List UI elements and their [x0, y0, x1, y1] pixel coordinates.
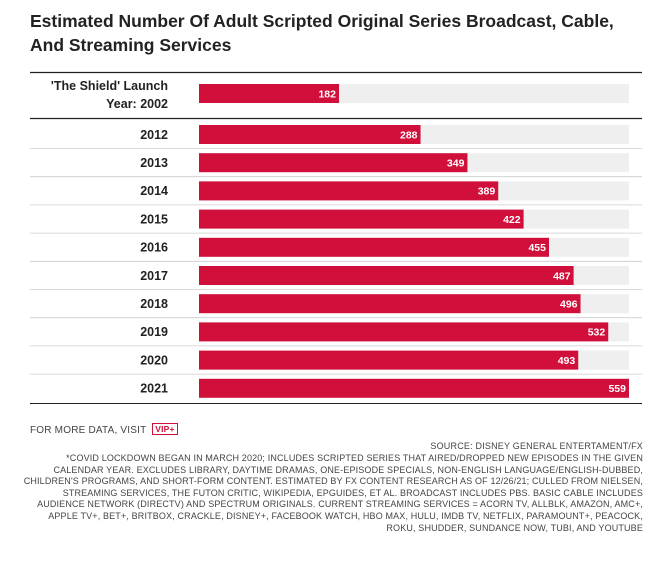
bar: [199, 125, 421, 144]
bar: [199, 350, 579, 370]
bar-value-label: 455: [528, 242, 546, 254]
category-label: 2021: [140, 382, 168, 396]
category-label: 2013: [140, 156, 168, 170]
vip-plus-badge[interactable]: VIP+: [152, 423, 178, 435]
category-label: Year: 2002: [106, 97, 168, 111]
bar-value-label: 288: [400, 129, 418, 141]
category-label: 2016: [140, 241, 168, 255]
bar: [199, 84, 339, 103]
bar-value-label: 496: [560, 299, 578, 311]
bar-value-label: 559: [608, 383, 626, 395]
bar: [199, 209, 524, 229]
category-label: 2017: [140, 269, 168, 283]
bar-value-label: 493: [558, 355, 576, 367]
bar-value-label: 532: [588, 327, 606, 339]
bar: [199, 322, 609, 342]
bar: [199, 153, 468, 173]
category-label: 'The Shield' Launch: [51, 79, 168, 93]
bar-value-label: 487: [553, 270, 571, 282]
bar: [199, 181, 499, 201]
bar-value-label: 182: [318, 88, 336, 100]
category-label: 2014: [140, 184, 168, 198]
chart-title: Estimated Number Of Adult Scripted Origi…: [30, 11, 614, 55]
bar: [199, 237, 549, 257]
bar: [199, 378, 629, 398]
category-label: 2012: [140, 128, 168, 142]
bar: [199, 294, 581, 314]
bar-value-label: 389: [478, 186, 496, 198]
bar: [199, 266, 574, 285]
bar-value-label: 422: [503, 214, 521, 226]
category-label: 2015: [140, 212, 168, 226]
footnote: *COVID LOCKDOWN BEGAN IN MARCH 2020; INC…: [23, 453, 643, 533]
more-data-line: FOR MORE DATA, VISIT VIP+: [30, 423, 178, 436]
source-note: SOURCE: DISNEY GENERAL ENTERTAMENT/FX: [430, 441, 643, 451]
category-label: 2020: [140, 353, 168, 367]
category-label: 2019: [140, 325, 168, 339]
bar-chart: 182 'The Shield' Launch Year: 2002 288 2012 3…: [30, 71, 642, 404]
category-label: 2018: [140, 297, 168, 311]
more-data-text: FOR MORE DATA, VISIT: [30, 425, 147, 436]
bar-value-label: 349: [447, 158, 465, 170]
